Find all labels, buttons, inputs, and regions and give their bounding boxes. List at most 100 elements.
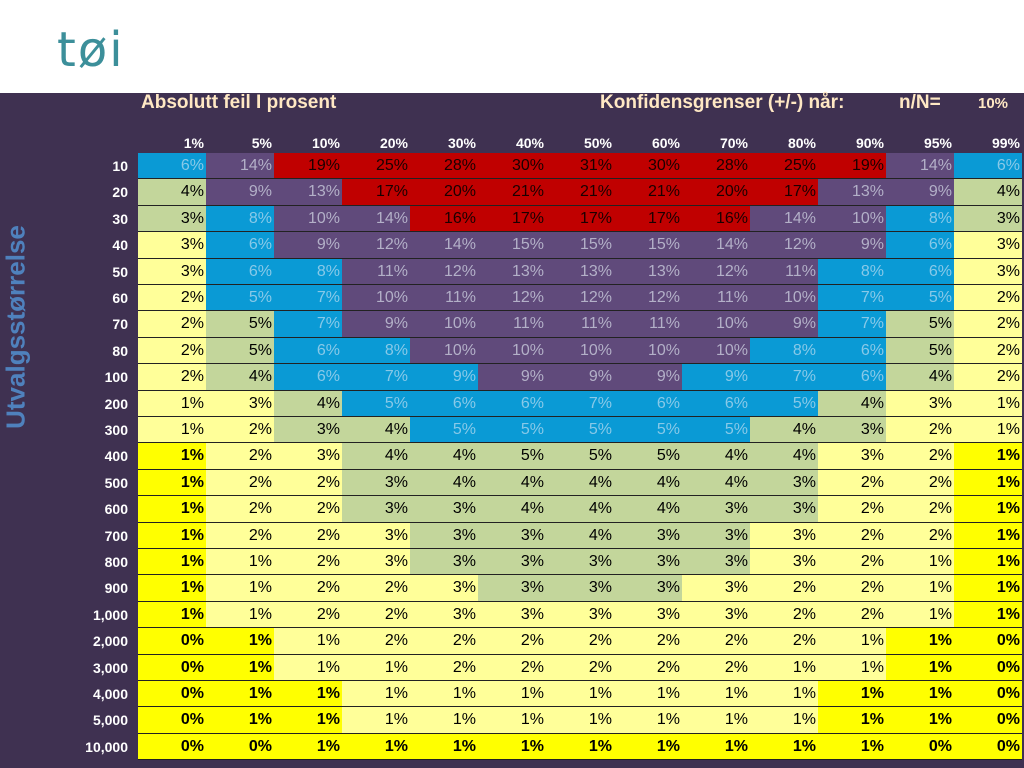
row-label: 80 xyxy=(112,343,128,359)
table-cell: 4% xyxy=(886,364,954,391)
table-cell: 12% xyxy=(546,285,614,311)
table-cell: 2% xyxy=(546,655,614,681)
row-label: 900 xyxy=(104,580,128,596)
table-cell: 1% xyxy=(750,655,818,681)
row-label: 30 xyxy=(112,211,128,227)
table-cell: 1% xyxy=(954,602,1022,628)
table-cell: 1% xyxy=(546,681,614,707)
table-cell: 1% xyxy=(886,681,954,707)
table-cell: 21% xyxy=(614,179,682,206)
sample-size-axis-title-text: Utvalgsstørrelse xyxy=(0,225,31,429)
table-cell: 8% xyxy=(206,206,274,232)
table-cell: 2% xyxy=(206,417,274,443)
table-cell: 3% xyxy=(886,391,954,417)
table-cell: 9% xyxy=(614,364,682,391)
table-cell: 1% xyxy=(954,443,1022,470)
row-label: 20 xyxy=(112,184,128,200)
table-cell: 6% xyxy=(818,364,886,391)
table-cell: 6% xyxy=(410,391,478,417)
table-cell: 0% xyxy=(138,681,206,707)
table-cell: 5% xyxy=(750,391,818,417)
table-cell: 3% xyxy=(682,523,750,549)
table-cell: 15% xyxy=(546,232,614,259)
table-cell: 9% xyxy=(206,179,274,206)
table-cell: 3% xyxy=(614,575,682,602)
table-cell: 1% xyxy=(886,575,954,602)
table-cell: 3% xyxy=(410,602,478,628)
column-header: 70% xyxy=(719,135,748,151)
table-cell: 2% xyxy=(274,602,342,628)
table-cell: 1% xyxy=(342,707,410,734)
row-label: 200 xyxy=(104,396,128,412)
toi-logo: tøi xyxy=(57,22,125,78)
table-cell: 3% xyxy=(138,206,206,232)
table-cell: 1% xyxy=(954,391,1022,417)
table-cell: 1% xyxy=(138,575,206,602)
row-label: 100 xyxy=(104,369,128,385)
table-cell: 4% xyxy=(342,417,410,443)
column-header: 80% xyxy=(787,135,816,151)
table-cell: 1% xyxy=(274,734,342,760)
table-cell: 5% xyxy=(206,311,274,338)
table-cell: 0% xyxy=(138,707,206,734)
table-cell: 0% xyxy=(886,734,954,760)
table-cell: 31% xyxy=(546,153,614,179)
table-cell: 4% xyxy=(818,391,886,417)
table-cell: 10% xyxy=(410,311,478,338)
table-cell: 1% xyxy=(274,655,342,681)
table-cell: 7% xyxy=(274,285,342,311)
column-header: 60% xyxy=(651,135,680,151)
column-header: 50% xyxy=(583,135,612,151)
table-cell: 5% xyxy=(342,391,410,417)
table-cell: 3% xyxy=(818,443,886,470)
table-cell: 7% xyxy=(750,364,818,391)
table-cell: 2% xyxy=(206,523,274,549)
table-cell: 5% xyxy=(478,417,546,443)
table-cell: 4% xyxy=(206,364,274,391)
column-header: 90% xyxy=(855,135,884,151)
table-cell: 1% xyxy=(954,549,1022,575)
table-cell: 1% xyxy=(886,707,954,734)
table-cell: 9% xyxy=(410,364,478,391)
table-cell: 8% xyxy=(750,338,818,364)
table-cell: 6% xyxy=(682,391,750,417)
table-cell: 6% xyxy=(206,259,274,285)
table-cell: 11% xyxy=(546,311,614,338)
row-label: 500 xyxy=(104,475,128,491)
table-cell: 7% xyxy=(546,391,614,417)
table-cell: 1% xyxy=(342,655,410,681)
table-cell: 7% xyxy=(818,285,886,311)
table-cell: 9% xyxy=(818,232,886,259)
table-cell: 1% xyxy=(750,681,818,707)
column-header: 5% xyxy=(251,135,272,151)
table-cell: 3% xyxy=(546,602,614,628)
table-cell: 10% xyxy=(410,338,478,364)
table-cell: 1% xyxy=(614,734,682,760)
table-cell: 2% xyxy=(206,496,274,523)
table-cell: 2% xyxy=(138,285,206,311)
table-cell: 3% xyxy=(750,549,818,575)
table-cell: 1% xyxy=(410,734,478,760)
table-cell: 10% xyxy=(274,206,342,232)
table-cell: 1% xyxy=(614,681,682,707)
table-cell: 17% xyxy=(546,206,614,232)
column-header: 10% xyxy=(311,135,340,151)
table-cell: 2% xyxy=(818,470,886,496)
table-cell: 5% xyxy=(682,417,750,443)
table-cell: 3% xyxy=(954,206,1022,232)
table-cell: 3% xyxy=(546,575,614,602)
table-cell: 1% xyxy=(818,734,886,760)
table-cell: 0% xyxy=(954,628,1022,655)
table-cell: 5% xyxy=(546,443,614,470)
table-cell: 1% xyxy=(274,707,342,734)
table-cell: 4% xyxy=(682,443,750,470)
table-cell: 28% xyxy=(410,153,478,179)
table-cell: 3% xyxy=(342,523,410,549)
table-cell: 2% xyxy=(682,655,750,681)
table-cell: 2% xyxy=(546,628,614,655)
table-cell: 2% xyxy=(750,602,818,628)
table-cell: 3% xyxy=(138,232,206,259)
table-cell: 1% xyxy=(750,707,818,734)
table-cell: 3% xyxy=(818,417,886,443)
table-cell: 4% xyxy=(614,496,682,523)
